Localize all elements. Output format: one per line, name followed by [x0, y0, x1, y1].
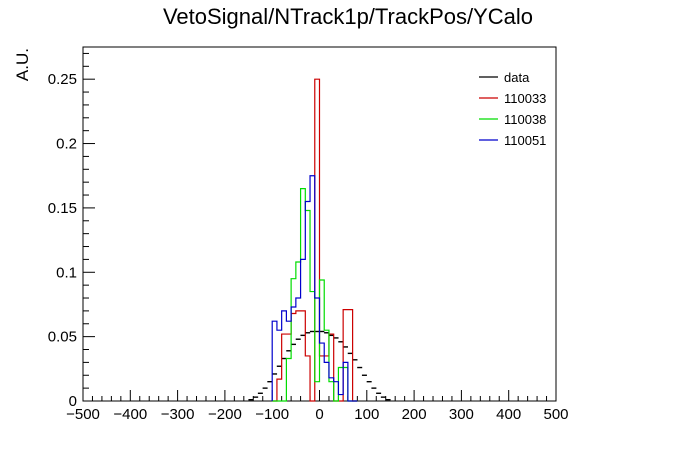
x-tick-label: 0	[315, 406, 323, 423]
y-tick-label: 0.05	[48, 329, 77, 346]
chart-title: VetoSignal/NTrack1p/TrackPos/YCalo	[163, 4, 533, 29]
x-tick-label: −500	[66, 406, 100, 423]
x-tick-label: 400	[496, 406, 521, 423]
legend-label: 110038	[504, 112, 546, 127]
y-tick-label: 0	[69, 393, 77, 410]
x-tick-label: −100	[255, 406, 289, 423]
x-tick-label: −400	[113, 406, 147, 423]
y-tick-label: 0.2	[56, 136, 77, 153]
series-110033	[272, 78, 358, 402]
legend-entry: 110033	[479, 91, 546, 106]
series-110038	[272, 188, 358, 402]
legend-label: 110051	[504, 133, 546, 148]
series-110051	[271, 175, 358, 402]
y-tick-label: 0.1	[56, 264, 77, 281]
x-tick-label: 500	[543, 406, 568, 423]
x-tick-label: 200	[402, 406, 427, 423]
x-tick-label: −300	[161, 406, 195, 423]
x-tick-label: 100	[354, 406, 379, 423]
legend-entry: data	[479, 70, 530, 85]
legend-label: 110033	[504, 91, 546, 106]
series-line-110033	[272, 78, 358, 402]
legend-entry: 110038	[479, 112, 546, 127]
x-tick-label: 300	[449, 406, 474, 423]
y-tick-label: 0.15	[48, 200, 77, 217]
x-tick-label: −200	[208, 406, 242, 423]
plot-area	[248, 78, 391, 402]
legend: data 110033 110038 110051	[479, 70, 546, 148]
series-data	[248, 330, 391, 401]
legend-entry: 110051	[479, 133, 546, 148]
y-tick-label: 0.25	[48, 71, 77, 88]
legend-label: data	[504, 70, 530, 85]
axes: −500 −400 −300 −200 −100 0 100 200 300 400 500 0 0.0…	[48, 46, 569, 423]
series-line-110051	[271, 175, 358, 402]
y-axis-label: A.U.	[13, 48, 32, 81]
series-line-110038	[272, 188, 358, 402]
